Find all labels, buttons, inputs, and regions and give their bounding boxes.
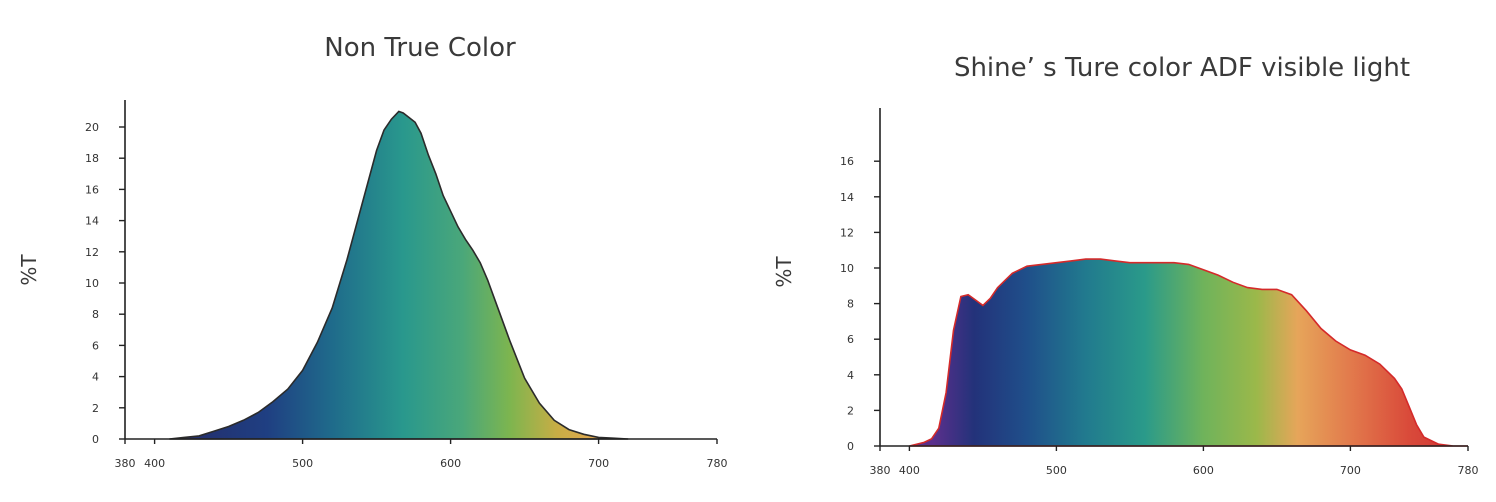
chart-right-xtick-label: 780 — [1458, 464, 1479, 477]
chart-left-ytick-label: 8 — [92, 308, 99, 321]
chart-left-ytick-label: 14 — [85, 215, 99, 228]
chart-right-xtick-label: 500 — [1046, 464, 1067, 477]
chart-left-title: Non True Color — [324, 33, 516, 63]
chart-left-area — [169, 110, 629, 440]
chart-right: Shine’ s Ture color ADF visible light %T… — [772, 53, 1479, 477]
chart-right-xtick-label: 380 — [870, 464, 891, 477]
chart-left-xtick-label: 700 — [588, 457, 609, 470]
chart-left-ytick-label: 2 — [92, 402, 99, 415]
chart-right-ylabel: %T — [772, 256, 796, 288]
chart-left-ytick-label: 16 — [85, 183, 99, 196]
chart-left-ytick-label: 4 — [92, 371, 99, 384]
chart-right-area — [909, 258, 1468, 447]
chart-right-xtick-label: 400 — [899, 464, 920, 477]
chart-right-ytick-label: 4 — [847, 369, 854, 382]
chart-right-title: Shine’ s Ture color ADF visible light — [954, 53, 1410, 83]
chart-right-ytick-label: 12 — [840, 226, 854, 239]
chart-left-xtick-label: 380 — [115, 457, 136, 470]
chart-right-ytick-label: 6 — [847, 333, 854, 346]
chart-left-ytick-label: 6 — [92, 339, 99, 352]
chart-right-ytick-label: 14 — [840, 191, 854, 204]
chart-left-ytick-label: 18 — [85, 152, 99, 165]
chart-left: Non True Color %T 0 2 4 6 8 10 12 14 16 18 20 380 40… — [17, 33, 728, 470]
chart-left-ticks: 0 2 4 6 8 10 12 14 16 18 20 380 400 500 600 700 780 — [85, 121, 728, 470]
chart-right-ticks: 0 2 4 6 8 10 12 14 16 380 400 500 600 700 780 — [840, 155, 1479, 477]
chart-left-ytick-label: 12 — [85, 246, 99, 259]
chart-left-xtick-label: 400 — [144, 457, 165, 470]
chart-right-ytick-label: 2 — [847, 404, 854, 417]
chart-right-xtick-label: 700 — [1340, 464, 1361, 477]
chart-left-xtick-label: 500 — [292, 457, 313, 470]
chart-right-ytick-label: 16 — [840, 155, 854, 168]
chart-left-xtick-label: 780 — [707, 457, 728, 470]
chart-left-ytick-label: 10 — [85, 277, 99, 290]
chart-left-xtick-label: 600 — [440, 457, 461, 470]
chart-left-ylabel: %T — [17, 254, 41, 286]
chart-right-ytick-label: 10 — [840, 262, 854, 275]
chart-left-ytick-label: 20 — [85, 121, 99, 134]
chart-right-xtick-label: 600 — [1193, 464, 1214, 477]
chart-right-ytick-label: 0 — [847, 440, 854, 453]
chart-left-ytick-label: 0 — [92, 433, 99, 446]
chart-right-ytick-label: 8 — [847, 298, 854, 311]
